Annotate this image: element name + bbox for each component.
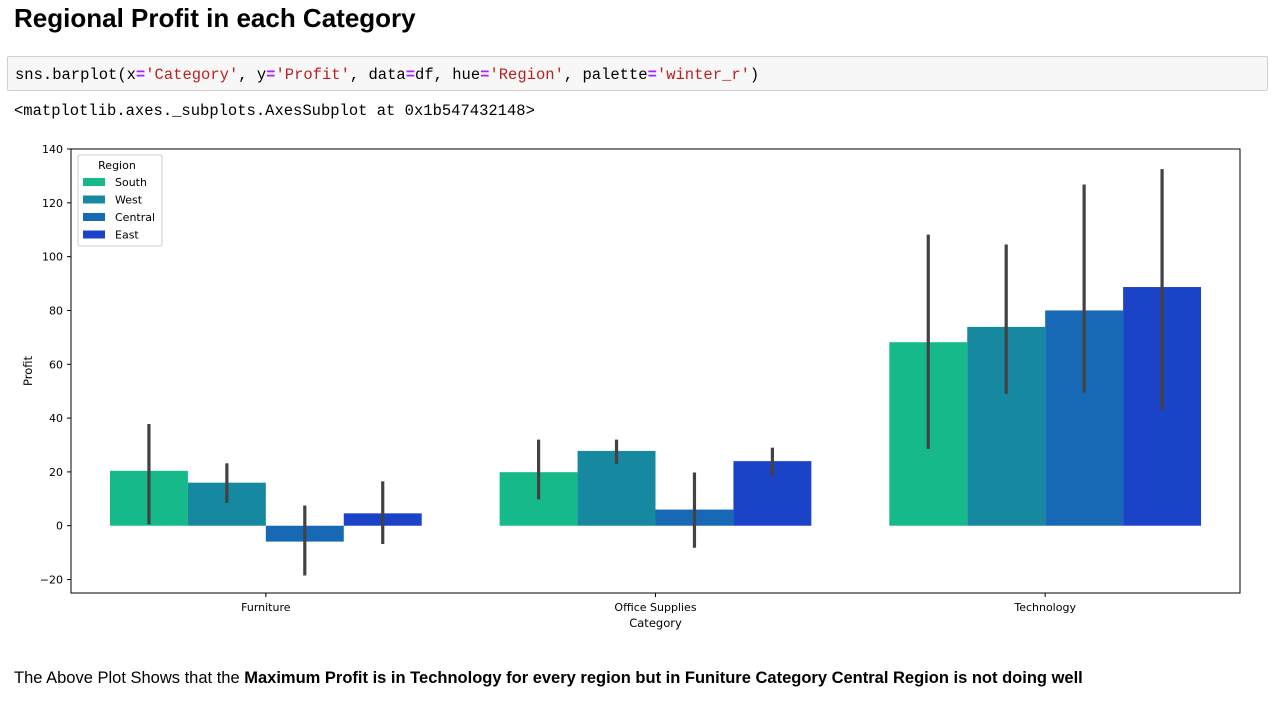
legend-box — [77, 154, 163, 247]
code-line: sns.barplot(x='Category', y='Profit', da… — [15, 66, 759, 84]
legend-label-central: Central — [115, 211, 155, 224]
code-token: = — [266, 66, 276, 84]
legend-swatch-south — [83, 178, 105, 186]
conclusion-normal: The Above Plot Shows that the — [14, 669, 245, 687]
code-token: , y — [238, 66, 267, 84]
y-axis-label: Profit — [21, 356, 35, 386]
code-token: = — [480, 66, 490, 84]
code-token: ) — [749, 66, 760, 84]
code-token: = — [647, 66, 657, 84]
y-tick-label: 100 — [42, 251, 63, 264]
cell-output-text: <matplotlib.axes._subplots.AxesSubplot a… — [14, 102, 535, 120]
legend-label-south: South — [115, 176, 147, 189]
legend-label-west: West — [115, 194, 143, 207]
code-token: = — [135, 66, 146, 84]
y-tick-label: 140 — [42, 143, 63, 156]
conclusion-bold: Maximum Profit is in Technology for ever… — [244, 669, 1083, 687]
code-cell[interactable]: sns.barplot(x='Category', y='Profit', da… — [7, 56, 1268, 91]
y-tick-label: 20 — [49, 466, 63, 479]
code-token: = — [405, 66, 416, 84]
code-token: , palette — [563, 66, 648, 84]
y-tick-label: 60 — [49, 358, 63, 371]
legend-swatch-west — [83, 195, 105, 204]
legend-title: Region — [98, 159, 136, 172]
code-token: 'Profit' — [275, 66, 350, 84]
y-tick-label: 80 — [49, 304, 63, 317]
bar-chart: −20 0 20 40 60 80 100 120 140 Furniture Office Sup… — [21, 143, 1241, 630]
code-token: 'winter_r' — [656, 66, 750, 84]
y-tick-label: 0 — [56, 520, 63, 533]
code-token: , data — [349, 66, 406, 84]
x-tick-label: Office Supplies — [614, 601, 696, 614]
x-tick-label: Furniture — [241, 601, 291, 614]
code-token: sns.barplot(x — [15, 66, 136, 84]
x-axis-label: Category — [629, 616, 682, 630]
code-token: 'Region' — [489, 66, 564, 84]
legend-swatch-east — [83, 230, 105, 239]
y-tick-label: 40 — [49, 412, 63, 425]
y-tick-label: 120 — [42, 197, 63, 210]
y-tick-label: −20 — [40, 574, 63, 587]
page-title: Regional Profit in each Category — [14, 3, 416, 33]
conclusion-text: The Above Plot Shows that the Maximum Pr… — [14, 669, 1083, 688]
code-token: 'Category' — [145, 66, 239, 84]
x-tick-label: Technology — [1013, 601, 1076, 614]
code-token: df, hue — [415, 66, 481, 84]
legend-label-east: East — [115, 229, 139, 242]
legend-swatch-central — [83, 213, 105, 221]
